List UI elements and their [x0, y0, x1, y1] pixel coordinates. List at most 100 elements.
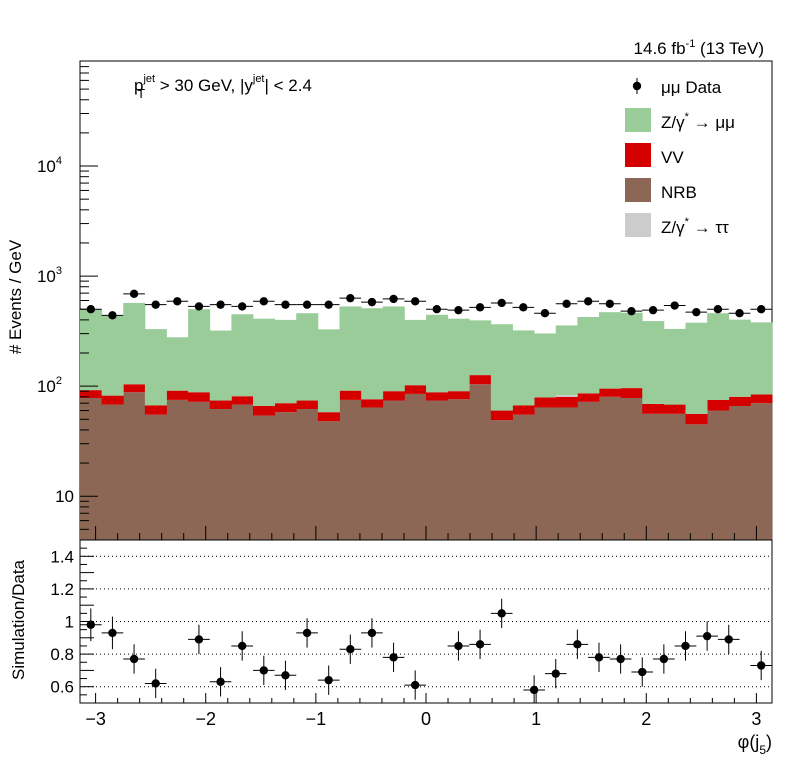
bar-vv-2: [123, 384, 146, 393]
selection-cut-label: pjet T > 30 GeV, |yjet| < 2.4: [134, 73, 312, 101]
ratio-point-12: [361, 618, 383, 648]
data-point-15: [404, 297, 426, 306]
ratio-point-6: [231, 631, 253, 661]
ratio-grid: [80, 555, 772, 688]
bar-nrb-9: [274, 412, 297, 540]
ratio-point-14: [404, 670, 426, 700]
x-label-end: ): [766, 732, 772, 752]
bar-vv-3: [144, 405, 167, 415]
legend-swatch: [625, 143, 651, 167]
x-label-sub: 5: [759, 743, 766, 757]
bar-vv-29: [707, 399, 730, 411]
ratio-point-4: [188, 624, 210, 655]
bar-nrb-27: [663, 413, 686, 540]
data-point-3: [144, 300, 167, 309]
bar-nrb-1: [101, 404, 124, 540]
bar-z-13: [361, 308, 384, 400]
bar-nrb-15: [404, 393, 427, 540]
bar-vv-18: [469, 375, 492, 385]
ratio-point-5: [209, 667, 232, 697]
bar-vv-1: [101, 395, 124, 405]
bar-nrb-12: [339, 399, 362, 540]
bar-vv-25: [620, 388, 643, 399]
bar-nrb-29: [707, 410, 730, 540]
legend-label-1: Z/γ* → μμ: [661, 111, 735, 132]
legend-entry-3: NRB: [625, 178, 697, 202]
ratio-point-16: [469, 629, 491, 659]
data-point-19: [490, 298, 513, 308]
bar-vv-9: [274, 403, 297, 413]
bar-nrb-4: [166, 399, 189, 540]
ratio-y-axis: 0.6 0.8 1 1.2 1.4: [50, 539, 94, 704]
bar-vv-10: [296, 400, 319, 409]
bar-vv-12: [339, 390, 362, 400]
legend-label-3: NRB: [661, 183, 697, 202]
bar-vv-13: [361, 399, 384, 408]
bar-nrb-10: [296, 408, 319, 540]
bar-nrb-17: [447, 399, 470, 540]
ratio-points: [80, 598, 772, 703]
bar-vv-15: [404, 385, 427, 394]
bar-nrb-26: [642, 413, 665, 540]
ratio-point-11: [339, 634, 362, 664]
bar-vv-22: [555, 396, 578, 408]
bar-vv-28: [685, 413, 708, 425]
bar-nrb-23: [577, 401, 600, 540]
bar-nrb-8: [253, 415, 276, 540]
bar-nrb-18: [469, 384, 492, 540]
bar-nrb-6: [209, 408, 232, 540]
data-point-1: [101, 311, 124, 320]
bar-vv-7: [231, 396, 254, 405]
data-point-18: [469, 303, 491, 312]
bar-z-22: [555, 325, 578, 396]
cut-y-sup: jet: [252, 73, 265, 85]
bar-z-9: [274, 319, 297, 404]
ratio-y-tick-label-4: 1.4: [50, 547, 74, 566]
bar-nrb-16: [426, 400, 449, 540]
bar-nrb-14: [382, 400, 405, 540]
stacked-histogram: [80, 302, 773, 540]
bar-vv-31: [750, 394, 773, 404]
bar-z-29: [707, 313, 730, 400]
x-tick-label-6: 3: [751, 709, 761, 729]
bar-z-15: [404, 319, 427, 386]
data-point-7: [231, 302, 253, 311]
cut-p-sub: T: [137, 86, 145, 101]
ratio-point-27: [717, 624, 740, 655]
bar-vv-6: [209, 400, 232, 409]
legend-entry-4: Z/γ* → ττ: [625, 213, 729, 237]
ratio-panel: 0.6 0.8 1 1.2 1.4 −3 −2 −1 0 1 2 3 Simulation/Data…: [9, 539, 773, 757]
main-x-ticks: [95, 526, 757, 540]
bar-z-0: [80, 309, 103, 391]
data-point-17: [447, 305, 470, 315]
data-point-25: [620, 306, 643, 316]
data-point-22: [555, 299, 578, 308]
data-point-16: [426, 305, 448, 314]
bar-nrb-30: [728, 406, 751, 540]
ratio-point-10: [317, 665, 340, 695]
bar-nrb-7: [231, 404, 254, 540]
bar-z-12: [339, 306, 362, 391]
bar-vv-17: [447, 391, 470, 400]
bar-vv-26: [642, 403, 665, 414]
bar-z-5: [188, 309, 211, 393]
bar-z-16: [426, 314, 449, 393]
bar-vv-30: [728, 396, 751, 407]
bar-z-1: [101, 315, 124, 396]
bar-vv-27: [663, 404, 686, 414]
lumi-value: 14.6 fb: [634, 39, 686, 58]
ratio-y-tick-label-1: 0.8: [50, 645, 74, 664]
bar-z-11: [317, 329, 340, 413]
ratio-point-2: [123, 644, 145, 674]
data-point-31: [750, 305, 772, 314]
data-point-9: [274, 300, 297, 309]
data-point-26: [642, 305, 664, 315]
bar-vv-24: [599, 388, 622, 397]
data-point-20: [512, 303, 535, 312]
bar-z-24: [599, 312, 622, 389]
legend-entry-0: μμ Data: [632, 78, 722, 97]
ratio-point-24: [653, 644, 675, 674]
ratio-point-19: [544, 658, 567, 689]
data-point-30: [728, 309, 751, 318]
